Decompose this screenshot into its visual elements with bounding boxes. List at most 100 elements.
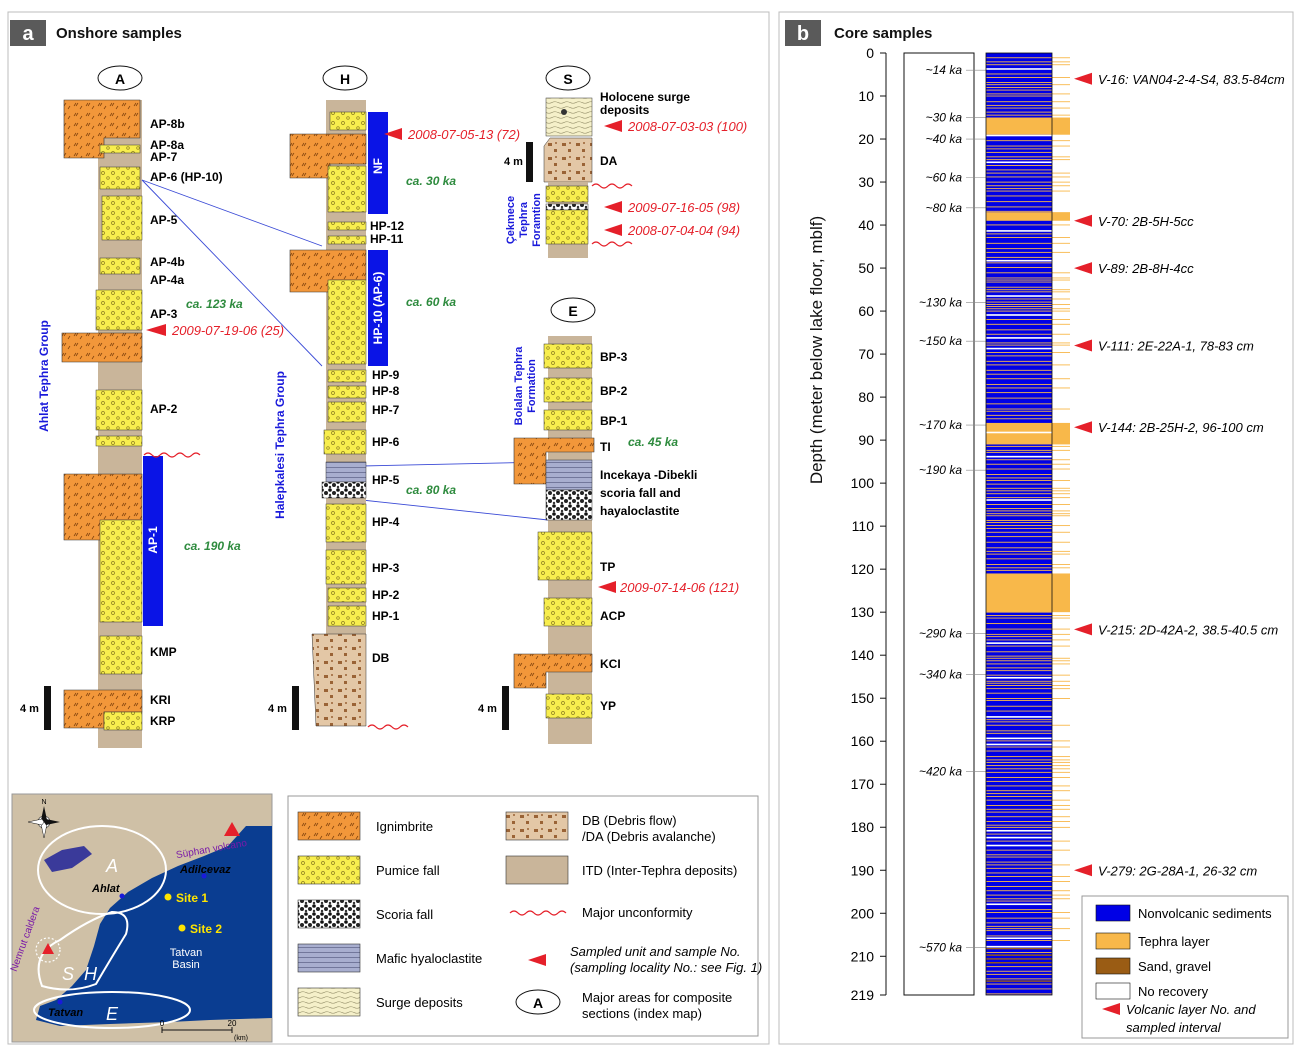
tephra-layer xyxy=(986,651,1052,653)
no-recovery-layer xyxy=(986,230,1052,232)
depth-tick-label: 180 xyxy=(851,819,875,835)
column-a-sample-arrow xyxy=(146,324,166,336)
tephra-layer xyxy=(986,667,1052,669)
map-area-h: H xyxy=(84,964,98,984)
tephra-layer xyxy=(986,685,1070,686)
tephra-layer xyxy=(986,61,1070,63)
map-adilcevaz: Adilcevaz xyxy=(179,864,231,876)
age-label: ~60 ka xyxy=(926,171,963,185)
tephra-layer xyxy=(986,925,1052,927)
depth-tick-label: 190 xyxy=(851,862,875,878)
legend-major-2: sections (index map) xyxy=(582,1006,702,1021)
legend-tephra-swatch xyxy=(1095,932,1131,950)
column-e-pumice xyxy=(543,409,593,431)
legend-sampled-1: Sampled unit and sample No. xyxy=(570,944,741,959)
sample-arrow xyxy=(1074,421,1092,434)
depth-tick-label: 60 xyxy=(858,303,874,319)
tephra-layer xyxy=(986,978,1052,980)
column-h-unit-7: HP-4 xyxy=(372,515,400,529)
tephra-layer xyxy=(986,922,1052,924)
column-e-inc-0: Incekaya -Dibekli xyxy=(600,468,697,482)
map-area-a: A xyxy=(105,856,118,876)
tephra-layer xyxy=(986,682,1052,684)
tephra-layer xyxy=(986,195,1052,197)
depth-tick-label: 100 xyxy=(851,475,875,491)
tephra-layer xyxy=(986,131,1070,133)
tephra-layer xyxy=(986,599,1070,601)
tephra-layer xyxy=(986,692,1052,694)
legend-db-swatch xyxy=(505,811,569,841)
column-h-unit-2: HP-9 xyxy=(372,368,400,382)
column-a-ignimbrite-top xyxy=(63,99,141,159)
tephra-layer xyxy=(986,289,1070,291)
tephra-layer xyxy=(986,306,1052,307)
column-h-pumice xyxy=(327,221,367,231)
tephra-layer xyxy=(986,435,1070,436)
tephra-layer xyxy=(986,397,1052,399)
tephra-layer xyxy=(986,145,1070,147)
no-recovery-layer xyxy=(986,431,1052,434)
legend-norecovery: No recovery xyxy=(1138,984,1209,999)
tephra-layer xyxy=(986,256,1052,258)
no-recovery-layer xyxy=(986,743,1052,746)
tephra-layer xyxy=(986,233,1052,235)
sample-label: V-144: 2B-25H-2, 96-100 cm xyxy=(1098,420,1264,435)
tephra-layer xyxy=(986,237,1070,238)
sample-label: V-70: 2B-5H-5cc xyxy=(1098,214,1194,229)
tephra-layer xyxy=(986,771,1070,773)
tephra-layer xyxy=(986,531,1070,533)
column-s-unconformity-2 xyxy=(591,241,633,247)
column-a-pumice xyxy=(99,635,143,675)
column-e-pumice xyxy=(543,597,593,627)
tephra-layer xyxy=(986,550,1070,552)
column-a-unit-2: AP-7 xyxy=(150,150,178,164)
tephra-layer xyxy=(986,680,1070,682)
tephra-layer xyxy=(986,301,1052,303)
map-scale-0: 0 xyxy=(160,1019,165,1028)
tephra-layer xyxy=(986,364,1070,366)
tephra-layer xyxy=(986,623,1052,625)
tephra-layer xyxy=(986,172,1070,174)
tephra-layer xyxy=(986,480,1070,482)
tephra-layer xyxy=(986,761,1070,763)
tephra-layer xyxy=(986,123,1052,125)
sample-arrow xyxy=(1074,623,1092,636)
column-s-scoria xyxy=(545,203,589,211)
core-background xyxy=(986,53,1052,995)
no-recovery-layer xyxy=(986,676,1052,679)
tephra-layer xyxy=(986,872,1052,874)
column-h-unit-8: HP-3 xyxy=(372,561,400,575)
correlation-line xyxy=(361,499,549,521)
core-outline xyxy=(985,52,1053,996)
tephra-layer xyxy=(986,520,1052,521)
tephra-layer xyxy=(986,185,1070,187)
column-h-pumice xyxy=(327,587,367,603)
tephra-layer xyxy=(986,383,1052,385)
panel-a: a Onshore samples xyxy=(7,11,770,1045)
column-a-label: A xyxy=(115,71,125,87)
tephra-layer xyxy=(986,107,1070,109)
legend-db-1: DB (Debris flow) xyxy=(582,813,677,828)
tephra-layer xyxy=(986,319,1070,320)
depth-tick-label: 200 xyxy=(851,905,875,921)
tephra-layer xyxy=(986,410,1052,412)
tephra-layer xyxy=(986,497,1070,499)
map-site1-dot xyxy=(164,893,172,901)
depth-tick-label: 0 xyxy=(866,45,874,61)
tephra-layer xyxy=(986,426,1052,428)
legend-scoria: Scoria fall xyxy=(376,907,433,922)
tephra-layer xyxy=(986,344,1070,346)
sample-label: V-16: VAN04-2-4-S4, 83.5-84cm xyxy=(1098,72,1285,87)
tephra-layer xyxy=(986,793,1052,795)
tephra-layer xyxy=(986,82,1052,83)
column-s-surge-1: Holocene surge xyxy=(600,90,690,104)
tephra-layer xyxy=(986,740,1070,742)
tephra-layer xyxy=(986,719,1052,721)
column-h-sample: 2008-07-05-13 (72) xyxy=(407,127,520,142)
legend-itd: ITD (Inter-Tephra deposits) xyxy=(582,863,737,878)
age-label: ~190 ka xyxy=(919,463,962,477)
tephra-layer xyxy=(986,768,1070,770)
tephra-layer xyxy=(986,840,1070,842)
tephra-layer xyxy=(986,286,1052,288)
tephra-layer xyxy=(986,799,1070,801)
